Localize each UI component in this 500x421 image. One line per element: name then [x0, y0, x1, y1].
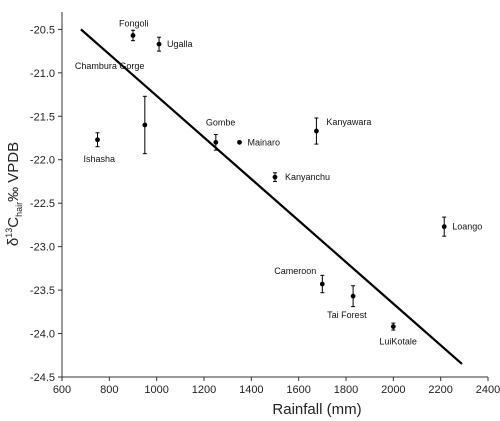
data-point: [156, 41, 162, 47]
regression-line-group: [80, 28, 463, 365]
data-point: [130, 33, 136, 38]
point-label: Ishasha: [84, 154, 116, 164]
y-tick-label: -20.5: [30, 24, 55, 36]
point-label: Kanyawara: [326, 117, 371, 127]
regression-line: [80, 28, 463, 365]
y-tick-label: -23.0: [30, 242, 55, 254]
y-axis-title-prefix: δ: [5, 238, 22, 246]
point-label: Kanyanchu: [285, 172, 330, 182]
x-tick-label: 1600: [286, 384, 310, 396]
x-tick-label: 1800: [334, 384, 358, 396]
point-labels: Fongoli Ugalla Chambura Gorge Ishasha Gombe M…: [75, 18, 482, 346]
data-point: [95, 137, 100, 143]
data-point: [142, 122, 148, 128]
data-point: [272, 174, 278, 180]
x-tick-label: 1400: [239, 384, 263, 396]
data-point: [350, 293, 356, 299]
x-tick-label: 1200: [192, 384, 216, 396]
point-label: Gombe: [206, 117, 236, 127]
data-point: [237, 139, 242, 145]
point-label: LuiKotale: [379, 337, 417, 347]
point-label: Chambura Gorge: [75, 61, 145, 71]
x-tick-label: 800: [100, 384, 118, 396]
data-point: [441, 224, 447, 230]
point-label: Cameroon: [274, 266, 316, 276]
point-label: Fongoli: [119, 18, 149, 28]
x-tick-label: 600: [53, 384, 71, 396]
data-point: [213, 139, 219, 145]
x-tick-label: 2200: [428, 384, 452, 396]
y-tick-label: -21.5: [30, 111, 55, 123]
point-label: Ugalla: [167, 39, 193, 49]
y-tick-label: -22.0: [30, 155, 55, 167]
y-tick-label: -24.0: [30, 329, 55, 341]
y-axis-title-sub: hair: [14, 202, 24, 217]
y-tick-label: -23.5: [30, 285, 55, 297]
x-axis-title: Rainfall (mm): [272, 401, 361, 418]
data-point: [319, 281, 325, 287]
points: [95, 29, 447, 331]
point-label: Loango: [452, 222, 482, 232]
x-tick-label: 1000: [144, 384, 168, 396]
data-point: [390, 324, 396, 329]
ticks: 600 800 1000 1200 1400 1600 1800 2000 2200 2400 -2…: [30, 24, 500, 396]
y-tick-label: -21.0: [30, 68, 55, 80]
y-axis-title-suffix: ‰ VPDB: [5, 142, 22, 202]
y-axis-title-main: C: [5, 217, 22, 228]
y-axis-title-sup: 13: [4, 228, 14, 238]
y-tick-label: -24.5: [30, 372, 55, 384]
y-axis-title: δ13Chair‰ VPDB: [4, 142, 24, 246]
x-tick-label: 2000: [381, 384, 405, 396]
point-label: Tai Forest: [327, 310, 367, 320]
point-label: Mainaro: [248, 137, 281, 147]
y-tick-label: -22.5: [30, 198, 55, 210]
x-tick-label: 2400: [476, 384, 500, 396]
data-point: [314, 128, 319, 134]
